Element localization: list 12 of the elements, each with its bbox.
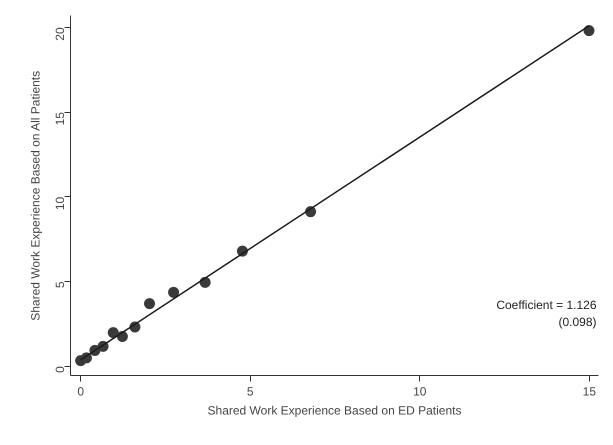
y-tick-label: 0 bbox=[53, 366, 67, 373]
x-tick-label: 10 bbox=[413, 384, 427, 398]
x-tick-label: 0 bbox=[77, 384, 84, 398]
x-axis-title: Shared Work Experience Based on ED Patients bbox=[208, 404, 462, 418]
x-tick-label: 5 bbox=[246, 384, 254, 398]
annotation: Coefficient = 1.126 (0.098) bbox=[496, 298, 597, 329]
y-tick-label: 20 bbox=[53, 27, 67, 41]
y-axis-title: Shared Work Experience Based on All Patients bbox=[28, 70, 42, 321]
y-tick-label: 5 bbox=[53, 281, 67, 288]
x-tick-label: 15 bbox=[582, 384, 596, 398]
y-tick-label: 15 bbox=[53, 112, 67, 126]
y-tick-label: 10 bbox=[53, 196, 67, 210]
